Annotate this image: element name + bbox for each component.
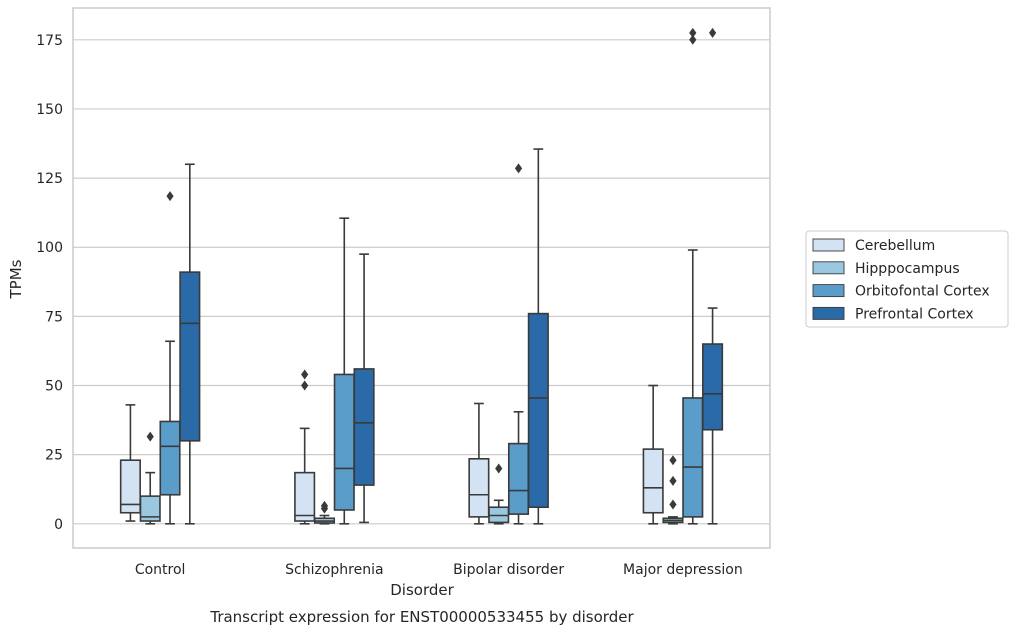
y-ticks: 0 25 50 75 100 125 150 175 — [36, 33, 63, 533]
y-tick-label: 75 — [45, 309, 63, 325]
x-tick-label: Schizophrenia — [285, 562, 383, 578]
y-axis-label: TPMs — [7, 259, 25, 299]
box-body — [294, 471, 316, 522]
legend-swatch — [812, 284, 845, 298]
box-body — [179, 271, 201, 442]
box-1-2 — [333, 217, 355, 525]
box-3-2 — [682, 27, 704, 525]
y-tick-label: 50 — [45, 379, 63, 395]
legend-label: Orbitofontal Cortex — [855, 284, 990, 300]
box-1-3 — [353, 253, 375, 524]
outlier-point — [514, 163, 523, 174]
box-body — [702, 343, 724, 431]
box-body — [682, 397, 704, 518]
outlier-point — [669, 475, 677, 486]
box-0-1 — [139, 431, 161, 525]
outlier-point — [320, 500, 329, 511]
x-tick-label: Control — [135, 562, 186, 578]
y-tick-label: 0 — [54, 517, 63, 533]
y-tick-label: 100 — [36, 240, 63, 256]
outlier-point — [146, 431, 154, 442]
box-body — [139, 495, 161, 522]
x-axis-label: Disorder — [390, 581, 454, 599]
legend-swatch — [812, 238, 845, 252]
box-body — [159, 420, 181, 496]
legend-swatch — [812, 306, 845, 320]
box-body — [353, 368, 375, 486]
box-3-1 — [662, 455, 684, 525]
y-tick-label: 25 — [45, 448, 63, 464]
x-tick-label: Bipolar disorder — [453, 562, 564, 578]
legend-swatch — [812, 261, 845, 275]
y-tick-label: 175 — [36, 33, 63, 49]
box-body — [468, 458, 490, 518]
box-body — [527, 312, 549, 509]
plot-area — [119, 27, 724, 525]
box-2-1 — [488, 463, 510, 525]
box-0-2 — [159, 191, 181, 525]
outlier-point — [166, 191, 174, 202]
box-3-0 — [642, 384, 664, 525]
legend-frame — [805, 230, 1009, 328]
y-tick-label: 125 — [36, 171, 63, 187]
x-tick-label: Major depression — [623, 562, 743, 578]
outlier-point — [689, 34, 697, 45]
plot-frame — [72, 7, 771, 549]
outlier-point — [495, 463, 503, 474]
box-body — [119, 459, 141, 514]
legend: Cerebellum Hipppocampus Orbitofontal Corte… — [805, 230, 1009, 328]
outlier-point — [689, 27, 697, 38]
outlier-point — [708, 27, 717, 38]
outlier-point — [301, 369, 309, 380]
legend-label: Prefrontal Cortex — [855, 306, 974, 322]
legend-label: Cerebellum — [855, 238, 935, 254]
box-1-0 — [294, 369, 316, 525]
outlier-point — [669, 499, 677, 510]
figure-caption: Transcript expression for ENST0000053345… — [209, 608, 634, 626]
legend-label: Hipppocampus — [855, 261, 960, 277]
outlier-point — [301, 380, 309, 391]
box-body — [333, 373, 355, 511]
y-tick-label: 150 — [36, 102, 63, 118]
box-2-0 — [468, 402, 490, 525]
box-body — [507, 442, 530, 515]
outlier-point — [669, 455, 677, 466]
box-2-2 — [507, 163, 530, 525]
box-3-3 — [702, 27, 724, 525]
box-body — [642, 448, 664, 514]
box-0-0 — [119, 404, 141, 522]
x-ticks: Control Schizophrenia Bipolar disorder Majo… — [135, 562, 743, 578]
box-0-3 — [179, 163, 201, 525]
box-1-1 — [313, 500, 336, 525]
box-2-3 — [527, 148, 549, 525]
